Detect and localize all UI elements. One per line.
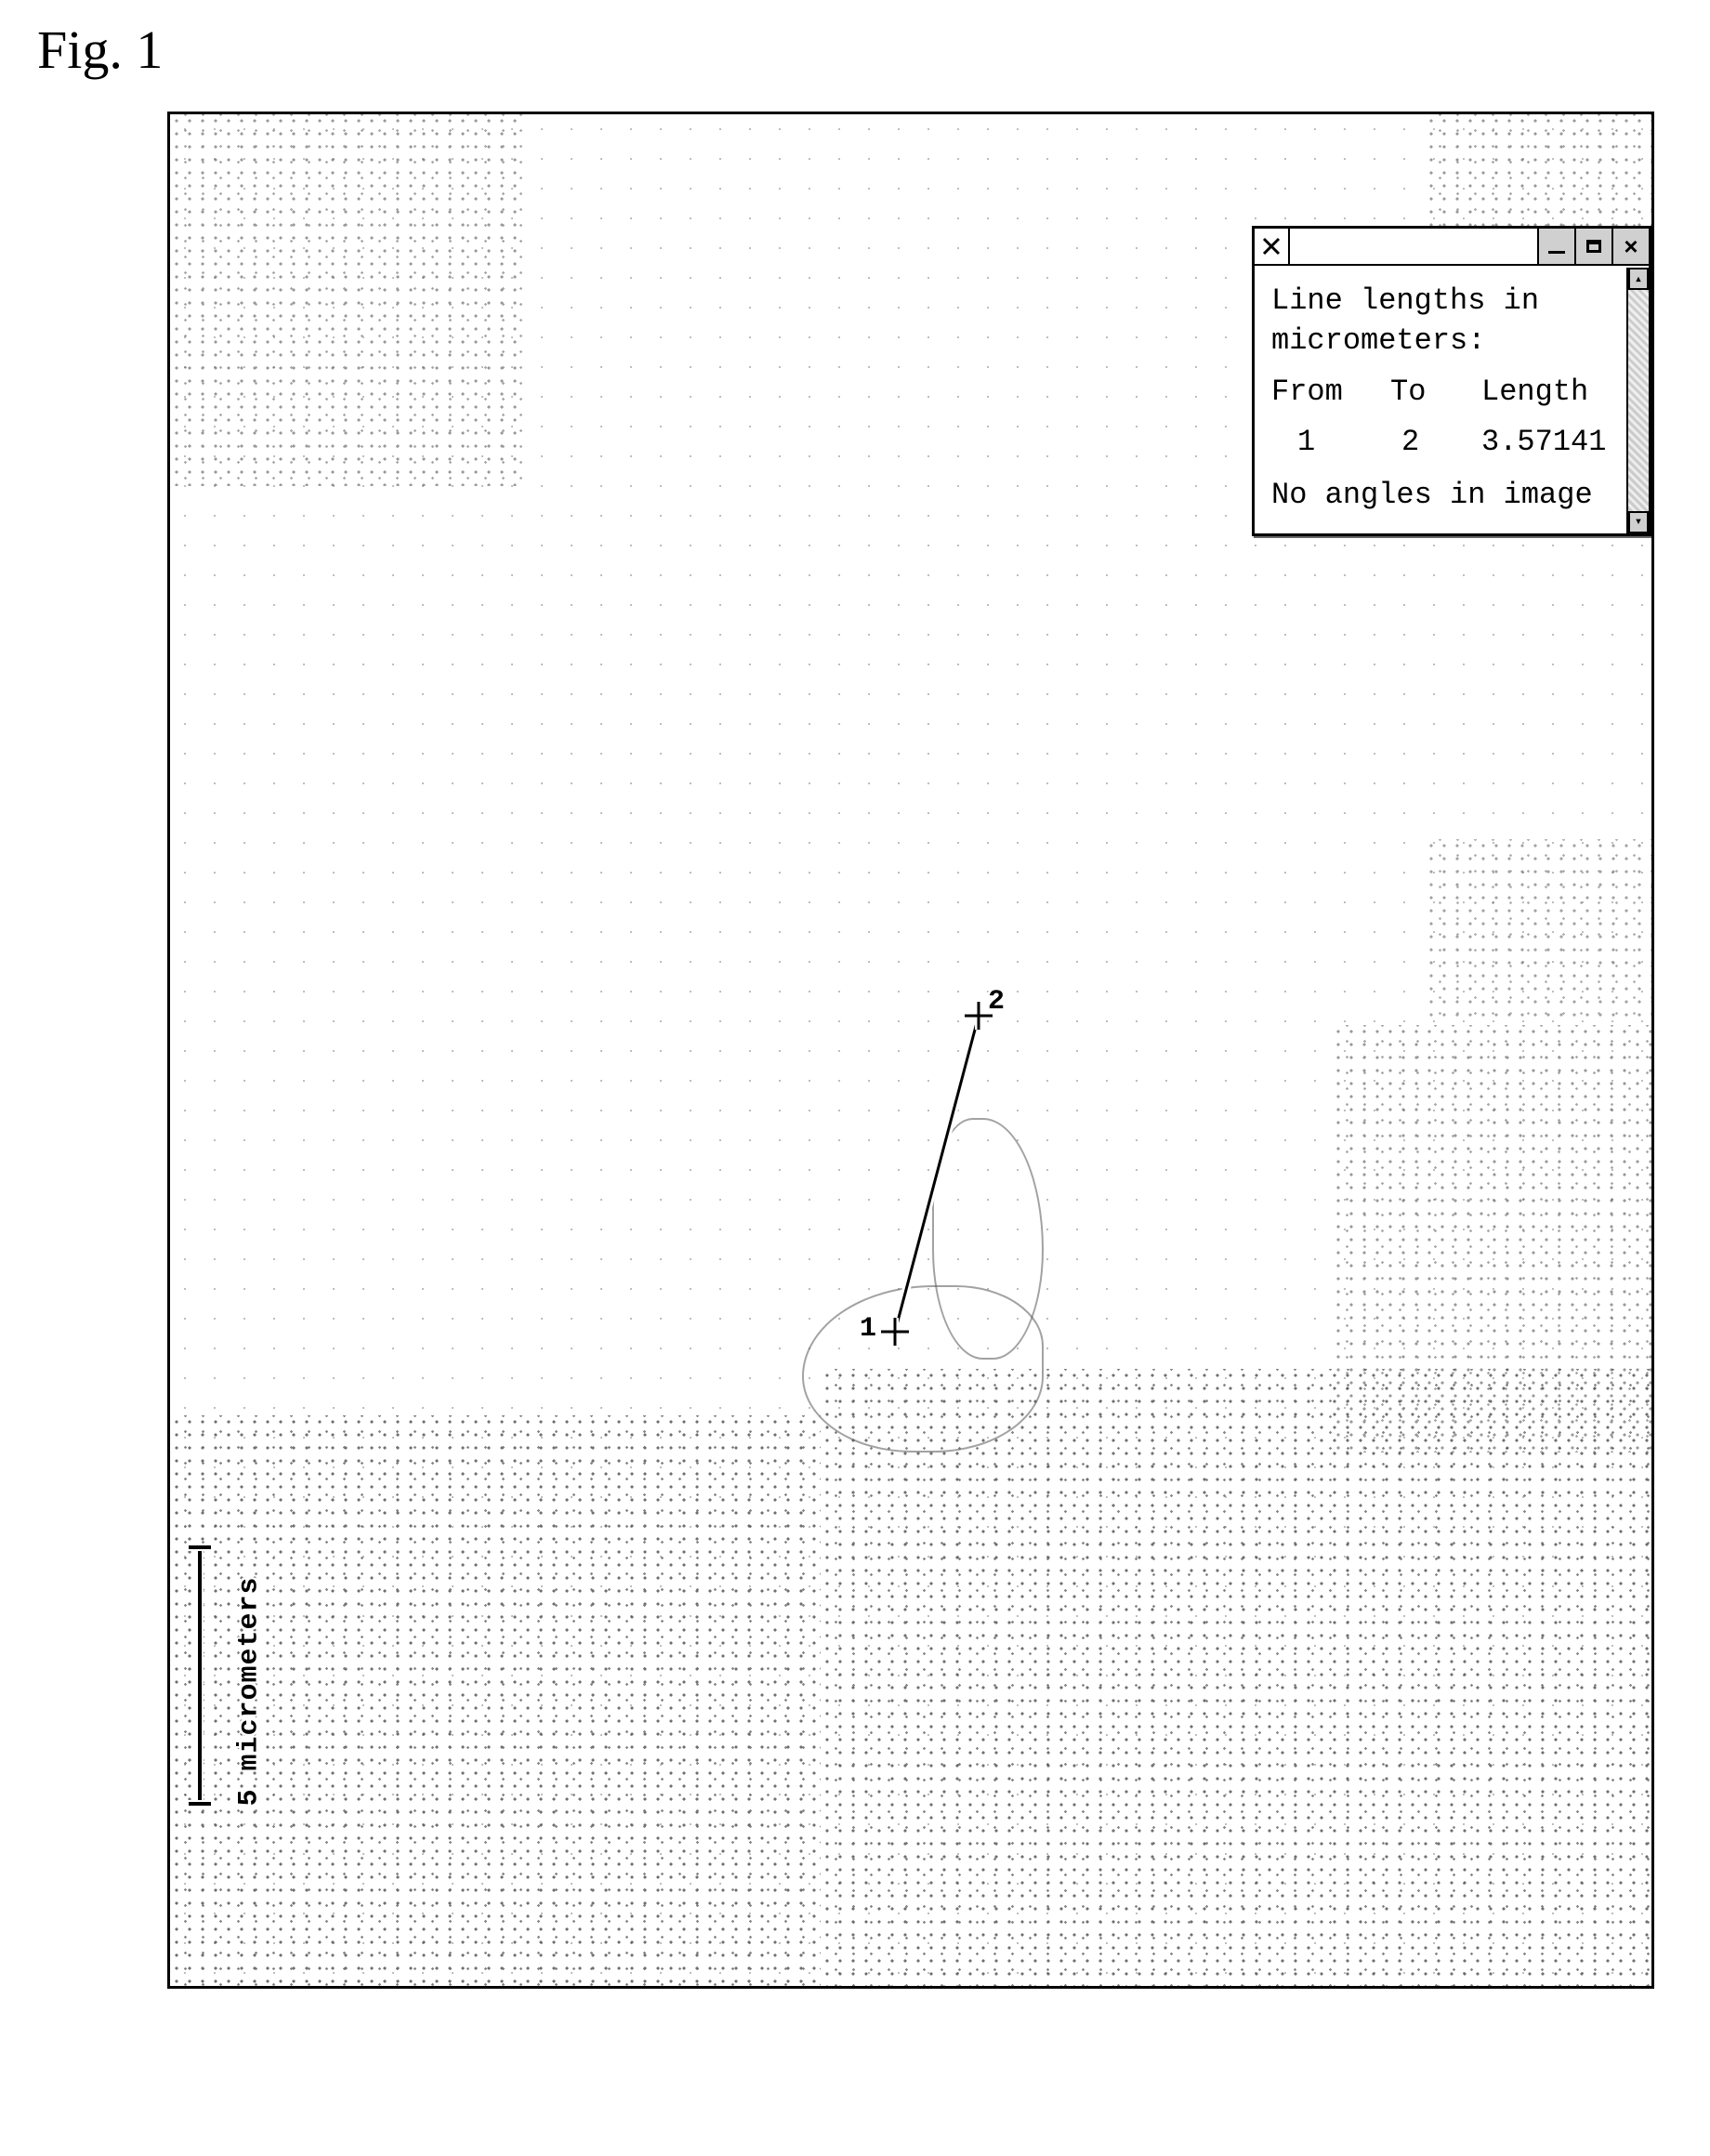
scale-bar-cap [189,1802,211,1806]
results-heading: Line lengths in micrometers: [1271,281,1632,361]
scrollbar[interactable]: ▴ ▾ [1626,268,1649,533]
dense-region [170,1415,821,1989]
col-header-to: To [1390,372,1455,412]
results-heading-line: Line lengths in [1271,283,1539,318]
scroll-down-button[interactable]: ▾ [1628,511,1649,533]
scale-bar-line [198,1545,202,1806]
results-footer: No angles in image [1271,475,1632,515]
col-header-length: Length [1481,372,1632,412]
page-root: Fig. 1 5 micrometers [0,0,1710,2156]
system-menu-icon[interactable] [1255,229,1290,264]
scale-bar-cap [189,1545,211,1549]
window-titlebar[interactable]: × [1255,229,1649,266]
results-header-row: From To Length [1271,372,1632,412]
close-icon: × [1624,234,1638,258]
measurement-point-label: 2 [988,986,1005,1018]
scale-bar-text: 5 micrometers [234,1576,266,1806]
dense-region [821,1369,1654,1989]
dense-region [1425,839,1654,1025]
measurement-point-label: 1 [860,1313,876,1345]
scale-bar: 5 micrometers [181,1545,218,1806]
scroll-up-button[interactable]: ▴ [1628,268,1649,290]
cell-to: 2 [1390,422,1455,462]
titlebar-spacer [1290,229,1537,264]
results-data-row: 1 2 3.57141 [1271,422,1632,462]
cell-from: 1 [1271,422,1364,462]
figure-label: Fig. 1 [37,19,163,81]
cell-length: 3.57141 [1481,422,1632,462]
close-button[interactable]: × [1611,229,1649,264]
results-body: Line lengths in micrometers: From To Len… [1255,266,1649,533]
minimize-button[interactable] [1537,229,1574,264]
col-header-from: From [1271,372,1364,412]
microscopy-frame: 5 micrometers 1 2 [167,112,1654,1989]
dense-region [170,114,523,486]
measurement-line[interactable]: 1 2 [876,997,1062,1350]
results-window[interactable]: × Line lengths in micrometers: From To L… [1252,226,1651,536]
results-heading-line: micrometers: [1271,323,1485,358]
dense-region [1332,1025,1654,1453]
maximize-button[interactable] [1574,229,1611,264]
